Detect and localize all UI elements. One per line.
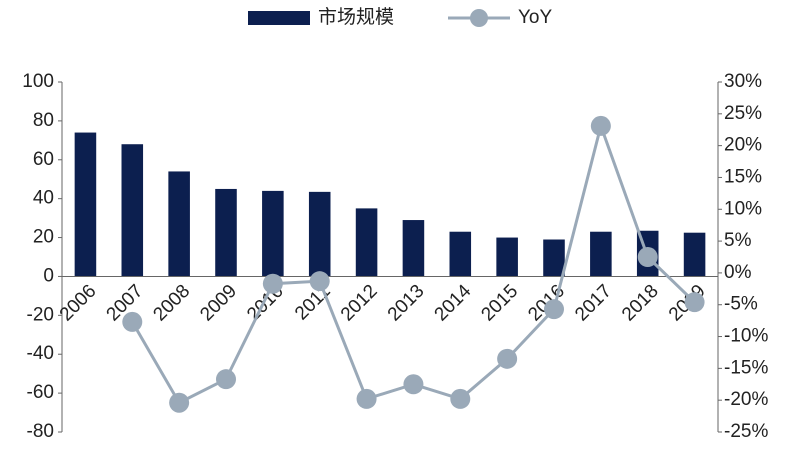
y-tick-label: 40	[33, 188, 54, 209]
yoy-point	[590, 115, 611, 136]
yoy-point	[450, 388, 471, 409]
bar	[121, 144, 144, 277]
bar	[74, 132, 97, 277]
yoy-point	[544, 299, 564, 320]
yoy-point	[216, 369, 236, 390]
legend-label: YoY	[518, 7, 552, 28]
legend-marker	[470, 9, 488, 27]
yoy-point	[637, 247, 658, 267]
y2-tick-label: -5%	[724, 294, 758, 315]
yoy-point	[497, 348, 518, 369]
bar	[449, 231, 472, 277]
y-tick-label: -40	[27, 343, 54, 364]
bar	[683, 232, 706, 277]
bar	[402, 220, 425, 277]
x-tick-label: 2018	[618, 281, 663, 326]
legend-label: 市场规模	[318, 6, 394, 28]
y-tick-label: -80	[27, 421, 54, 442]
x-tick-label: 2008	[149, 281, 194, 326]
yoy-point	[122, 311, 143, 332]
y2-tick-label: 5%	[724, 230, 752, 251]
x-tick-label: 2013	[384, 281, 429, 326]
yoy-point	[684, 292, 705, 313]
y2-tick-label: 15%	[724, 166, 762, 187]
x-tick-label: 2015	[477, 281, 522, 326]
x-tick-label: 2009	[196, 281, 241, 326]
yoy-point	[262, 273, 283, 294]
y-tick-label: -60	[27, 382, 54, 403]
y2-tick-label: 20%	[724, 135, 762, 156]
bar	[543, 239, 565, 277]
y-tick-label: 60	[33, 149, 54, 170]
bar	[262, 190, 284, 277]
y2-tick-label: 30%	[724, 71, 762, 92]
y2-tick-label: 0%	[724, 262, 752, 283]
y-tick-label: 80	[33, 110, 54, 131]
y-tick-label: -20	[27, 304, 54, 325]
y-tick-label: 100	[22, 71, 54, 92]
yoy-point	[403, 374, 424, 395]
bar	[496, 237, 518, 277]
y2-tick-label: 10%	[724, 198, 762, 219]
y2-tick-label: -25%	[724, 421, 768, 442]
bar	[355, 208, 378, 277]
bar	[590, 231, 612, 277]
y2-tick-label: -20%	[724, 389, 768, 410]
legend-swatch	[248, 11, 310, 25]
y-tick-label: 0	[43, 265, 54, 286]
x-tick-label: 2012	[337, 281, 382, 326]
y2-tick-label: -15%	[724, 357, 768, 378]
y-tick-label: 20	[33, 227, 54, 248]
y2-tick-label: 25%	[724, 103, 762, 124]
y2-tick-label: -10%	[724, 326, 768, 347]
x-tick-label: 2014	[431, 280, 476, 325]
bar	[215, 188, 237, 277]
bar	[168, 171, 190, 277]
yoy-point	[169, 392, 190, 413]
yoy-point	[309, 271, 330, 292]
yoy-point	[356, 388, 377, 409]
x-tick-label: 2017	[571, 281, 616, 326]
bar	[308, 191, 331, 277]
